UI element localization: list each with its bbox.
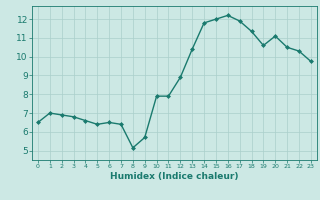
X-axis label: Humidex (Indice chaleur): Humidex (Indice chaleur): [110, 172, 239, 181]
